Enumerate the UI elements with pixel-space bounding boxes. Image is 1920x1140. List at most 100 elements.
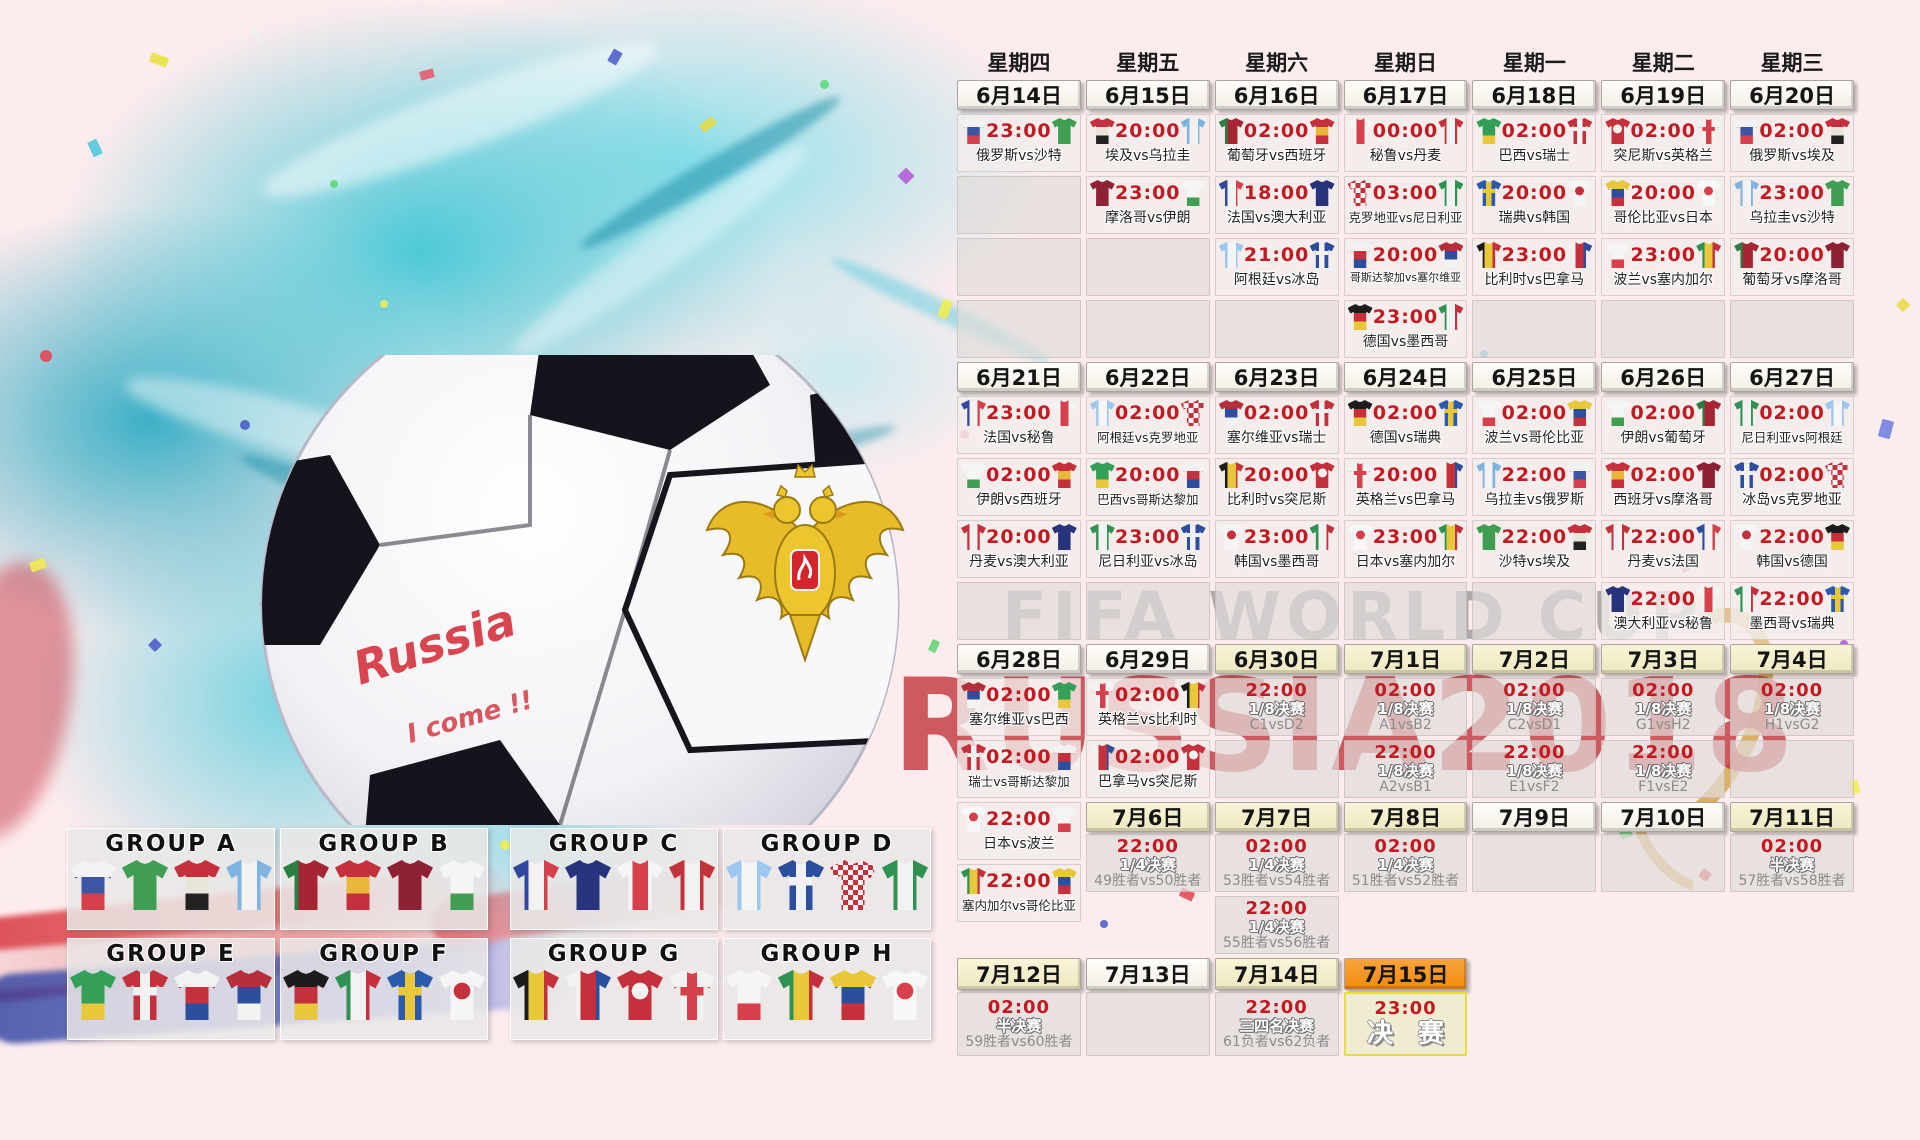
match-teams-label: 冰岛vs克罗地亚 — [1742, 492, 1842, 508]
knockout-cell: 22:00 1/8决赛 E1vsF2 — [1472, 740, 1597, 798]
date-button[interactable]: 7月13日 — [1085, 958, 1210, 990]
match-row-top: 23:00 — [1345, 301, 1467, 330]
match-row-top: 23:00 — [1731, 177, 1853, 206]
match-row-top: 22:00 — [1473, 459, 1595, 488]
match-cell: 23:00 日本vs塞内加尔 — [1343, 520, 1468, 578]
away-team-jersey-icon — [1180, 118, 1206, 144]
stage-label: 半决赛 — [1769, 855, 1815, 874]
date-button[interactable]: 6月24日 — [1343, 362, 1468, 392]
date-button[interactable]: 6月23日 — [1214, 362, 1339, 392]
match-teams-label: 尼日利亚vs阿根廷 — [1741, 430, 1843, 445]
home-team-jersey-icon — [1347, 180, 1373, 206]
date-button[interactable]: 7月9日 — [1472, 802, 1597, 832]
knockout-teams-label: A1vsB2 — [1379, 716, 1432, 733]
home-team-jersey-icon — [1218, 524, 1244, 550]
date-button[interactable]: 7月2日 — [1472, 644, 1597, 674]
date-button[interactable]: 6月27日 — [1730, 362, 1854, 392]
date-button[interactable]: 6月15日 — [1085, 80, 1210, 110]
match-row-top: 23:00 — [958, 397, 1080, 426]
date-button[interactable]: 6月29日 — [1085, 644, 1210, 674]
date-button[interactable]: 6月19日 — [1601, 80, 1726, 110]
empty-cell — [1085, 238, 1210, 296]
stage-label: 1/8决赛 — [1377, 699, 1434, 718]
match-time: 22:00 — [1116, 835, 1179, 857]
weekday-label: 星期三 — [1760, 51, 1824, 75]
week4-block: 22:00 日本vs波兰 22:00 塞内加尔vs哥伦比亚 7月6日 7月7日 7月8日 7月… — [957, 802, 1854, 954]
away-team-jersey-icon — [1438, 400, 1464, 426]
match-time: 22:00 — [1759, 588, 1825, 610]
match-time: 20:00 — [1630, 182, 1696, 204]
match-row-top: 02:00 — [1731, 397, 1853, 426]
date-button[interactable]: 6月21日 — [957, 362, 1081, 392]
home-team-jersey-icon — [1734, 118, 1760, 144]
match-teams-label: 德国vs墨西哥 — [1362, 334, 1449, 350]
match-time: 02:00 — [986, 746, 1052, 768]
empty-cell — [957, 238, 1081, 296]
stage-label: 1/4决赛 — [1248, 855, 1305, 874]
match-row-top: 22:00 — [958, 803, 1080, 832]
home-team-jersey-icon — [1089, 462, 1115, 488]
team-jersey-icon — [387, 860, 433, 910]
match-row-top: 23:00 — [1473, 239, 1595, 268]
knockout-cell: 22:00 三四名决赛 61负者vs62负者 — [1214, 992, 1339, 1056]
date-button[interactable]: 6月28日 — [957, 644, 1081, 674]
match-row-top: 02:00 — [1602, 459, 1724, 488]
match-time: 02:00 — [1760, 679, 1824, 701]
date-button[interactable]: 6月17日 — [1343, 80, 1468, 110]
date-button[interactable]: 6月18日 — [1472, 80, 1597, 110]
date-button[interactable]: 7月3日 — [1601, 644, 1726, 674]
match-cell: 02:00 尼日利亚vs阿根廷 — [1730, 396, 1854, 454]
date-button[interactable]: 6月30日 — [1214, 644, 1339, 674]
date-button[interactable]: 7月10日 — [1601, 802, 1726, 832]
date-button[interactable]: 7月6日 — [1085, 802, 1210, 832]
match-row-top: 00:00 — [1345, 115, 1467, 144]
team-jersey-icon — [283, 970, 329, 1020]
empty-cell — [1472, 300, 1597, 358]
group-box: GROUP H — [723, 938, 931, 1040]
date-button[interactable]: 6月22日 — [1085, 362, 1210, 392]
date-button[interactable]: 6月20日 — [1730, 80, 1854, 110]
match-row: 23:00 德国vs墨西哥 — [957, 300, 1854, 358]
away-team-jersey-icon — [1824, 180, 1850, 206]
date-button[interactable]: 6月14日 — [957, 80, 1081, 110]
home-team-jersey-icon — [1734, 180, 1760, 206]
match-cell: 22:00 日本vs波兰 — [957, 802, 1081, 860]
match-row: 22:00 澳大利亚vs秘鲁 22:00 墨西哥vs瑞典 — [957, 582, 1854, 640]
match-row: 02:00 塞尔维亚vs巴西 02:00 英格兰vs比利时 22:00 1/8决赛 C1vs… — [957, 678, 1854, 736]
date-button[interactable]: 6月25日 — [1472, 362, 1597, 392]
match-time: 02:00 — [1243, 120, 1310, 142]
team-jersey-icon — [830, 860, 876, 910]
date-button[interactable]: 7月8日 — [1343, 802, 1468, 832]
away-team-jersey-icon — [1051, 462, 1077, 488]
knockout-cell: 22:00 1/8决赛 A2vsB1 — [1343, 740, 1468, 798]
match-teams-label: 韩国vs墨西哥 — [1233, 554, 1320, 570]
match-teams-label: 伊朗vs西班牙 — [976, 492, 1062, 508]
stage-label: 1/8决赛 — [1377, 761, 1434, 780]
empty-cell — [1214, 300, 1339, 358]
confetti-piece — [40, 350, 52, 362]
date-button[interactable]: 6月16日 — [1214, 80, 1339, 110]
date-button[interactable]: 7月7日 — [1214, 802, 1339, 832]
home-team-jersey-icon — [961, 524, 986, 550]
date-button[interactable]: 7月1日 — [1343, 644, 1468, 674]
date-button[interactable]: 6月26日 — [1601, 362, 1726, 392]
match-cell: 02:00 瑞士vs哥斯达黎加 — [957, 740, 1081, 798]
date-button[interactable]: 7月14日 — [1214, 958, 1339, 990]
team-jersey-icon — [830, 970, 876, 1020]
away-team-jersey-icon — [1309, 242, 1335, 268]
date-button[interactable]: 7月15日 — [1343, 958, 1468, 990]
away-team-jersey-icon — [1309, 118, 1335, 144]
match-cell: 20:00 哥伦比亚vs日本 — [1601, 176, 1726, 234]
home-team-jersey-icon — [1347, 524, 1373, 550]
match-time: 02:00 — [1374, 679, 1437, 701]
match-time: 22:00 — [986, 808, 1052, 830]
knockout-cell: 02:00 1/4决赛 51胜者vs52胜者 — [1343, 834, 1468, 892]
knockout-cell: 02:00 1/8决赛 A1vsB2 — [1343, 678, 1468, 736]
date-button[interactable]: 7月12日 — [957, 958, 1081, 990]
date-button[interactable]: 7月11日 — [1730, 802, 1854, 832]
match-teams-label: 塞尔维亚vs瑞士 — [1226, 430, 1327, 446]
weekday-header-row: 星期四 星期五 星期六 星期日 星期一 星期二 星期三 — [957, 50, 1854, 76]
date-button[interactable]: 7月4日 — [1730, 644, 1854, 674]
match-teams-label: 巴西vs哥斯达黎加 — [1097, 492, 1199, 507]
match-time: 02:00 — [986, 464, 1052, 486]
